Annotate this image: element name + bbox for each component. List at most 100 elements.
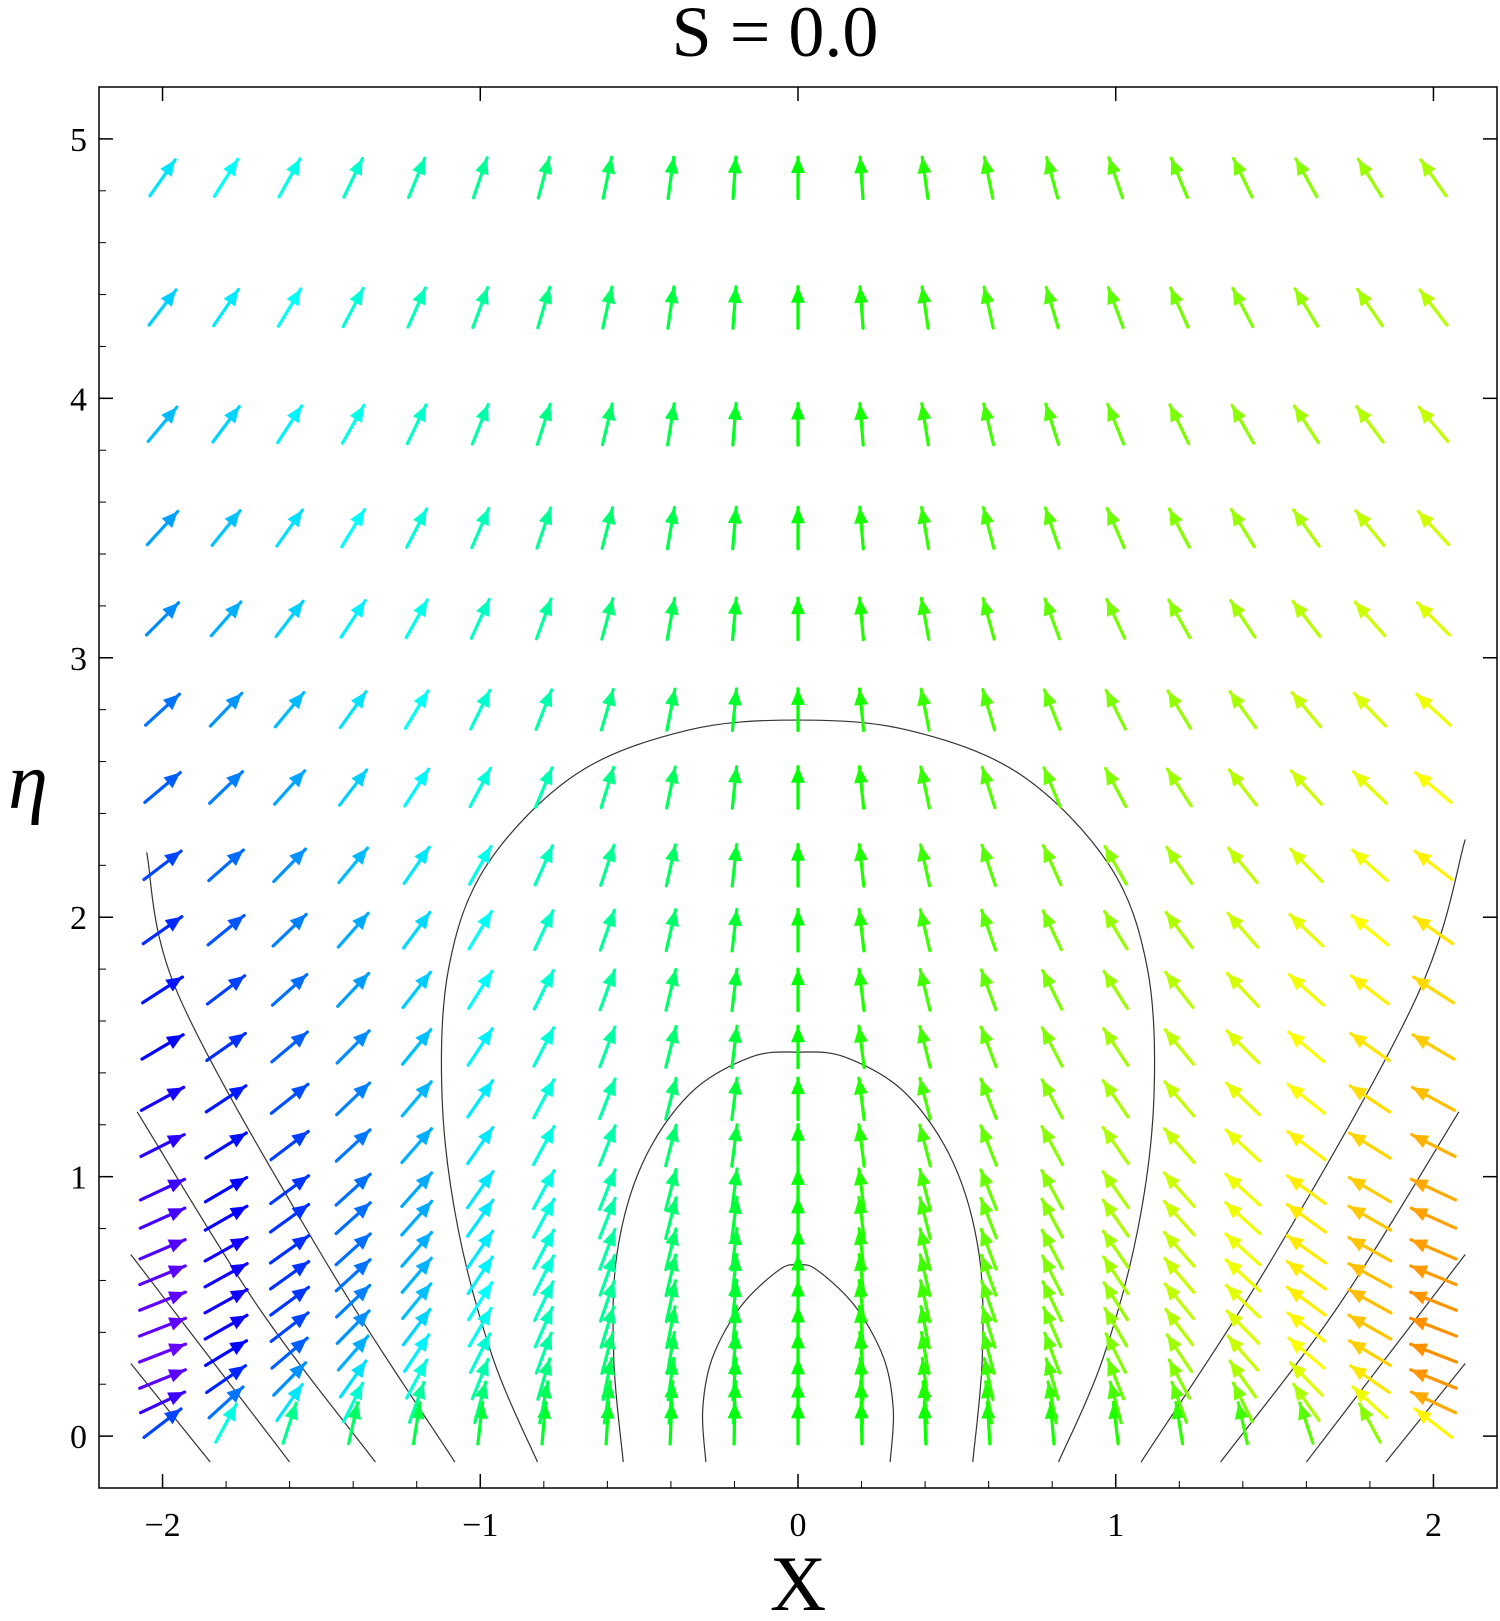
field-arrow (1044, 155, 1060, 200)
field-arrow (1167, 1358, 1191, 1400)
field-arrow (854, 596, 869, 642)
field-arrow (467, 909, 494, 951)
field-arrow (274, 599, 305, 639)
field-arrow (1355, 404, 1385, 444)
y-tick-label: 5 (70, 122, 87, 159)
field-arrow (791, 967, 805, 1013)
field-arrow (533, 909, 555, 952)
field-arrow (1230, 403, 1256, 445)
field-arrow (1102, 909, 1129, 951)
field-arrow (147, 288, 178, 327)
field-arrow (601, 155, 616, 200)
field-arrow (1411, 1033, 1456, 1061)
field-arrow (599, 1305, 616, 1349)
field-arrow (137, 1342, 188, 1364)
field-arrow (791, 505, 805, 551)
field-arrow (140, 1033, 185, 1061)
field-arrow (1042, 766, 1063, 809)
field-arrow (1227, 768, 1258, 807)
field-arrow (144, 601, 181, 637)
field-arrow (1224, 1283, 1261, 1319)
field-arrow (1224, 1172, 1262, 1207)
y-tick-label: 0 (70, 1419, 87, 1456)
field-arrow (598, 1279, 616, 1323)
field-arrow (1349, 974, 1391, 1006)
field-arrow (665, 765, 679, 810)
field-arrow (203, 1287, 249, 1315)
field-arrow (1350, 913, 1390, 947)
field-arrow (1040, 1228, 1064, 1270)
field-arrow (1419, 158, 1448, 198)
field-arrow (341, 286, 365, 329)
field-arrow (1409, 1177, 1458, 1202)
field-arrow (1286, 1082, 1327, 1115)
field-arrow (1169, 156, 1189, 200)
field-arrow (532, 1078, 556, 1120)
field-arrow (980, 155, 995, 200)
field-arrow (1349, 1031, 1391, 1063)
field-arrow (401, 970, 432, 1009)
field-arrow (1041, 909, 1063, 952)
field-arrow (1351, 1385, 1389, 1420)
field-arrow (203, 1262, 249, 1289)
field-arrow (1417, 405, 1450, 444)
field-arrow (214, 1402, 238, 1444)
field-arrow (1289, 769, 1324, 806)
field-arrow (1168, 403, 1191, 446)
field-arrow (138, 1206, 187, 1230)
field-arrow (1353, 600, 1387, 638)
field-arrow (400, 1127, 434, 1165)
field-arrow (208, 770, 245, 805)
field-arrow (400, 1171, 434, 1209)
field-arrow (1165, 845, 1194, 885)
field-arrow (728, 1167, 743, 1212)
field-arrow (1347, 1235, 1393, 1263)
field-arrow (1288, 1361, 1324, 1397)
field-arrow (1291, 599, 1322, 639)
field-arrow (1102, 1027, 1130, 1067)
vector-arrows (137, 155, 1459, 1446)
field-arrow (664, 1123, 679, 1168)
field-arrow (467, 1306, 493, 1348)
field-arrow (203, 1175, 249, 1204)
field-arrow (148, 158, 177, 198)
field-arrow (404, 598, 429, 640)
field-arrow (204, 1084, 248, 1114)
field-arrow (405, 507, 429, 549)
field-arrow (854, 401, 869, 447)
field-arrow (338, 768, 369, 807)
field-arrow (1042, 688, 1062, 732)
field-arrow (534, 597, 553, 641)
field-arrow (1167, 598, 1192, 640)
field-arrow (533, 766, 554, 809)
field-arrow (531, 1169, 556, 1211)
field-arrow (342, 156, 365, 199)
field-arrow (1101, 1079, 1130, 1119)
field-arrow (334, 1232, 372, 1267)
field-arrow (791, 687, 805, 733)
field-arrow (600, 597, 616, 641)
field-arrow (405, 403, 428, 446)
field-arrow (531, 1124, 556, 1167)
field-arrow (1416, 509, 1451, 547)
field-arrow (1163, 1028, 1195, 1066)
field-arrow (334, 1172, 372, 1207)
field-arrow (1290, 690, 1323, 729)
field-arrow (1413, 1407, 1454, 1439)
field-arrow (854, 843, 868, 888)
field-arrow (1164, 910, 1194, 950)
field-arrow (1226, 1334, 1260, 1372)
field-arrow (1041, 1280, 1063, 1323)
field-arrow (854, 285, 869, 330)
field-arrow (1224, 1258, 1262, 1293)
field-arrow (1170, 1380, 1189, 1424)
field-arrow (1347, 1175, 1393, 1204)
field-arrow (1162, 1199, 1196, 1237)
field-arrow (854, 505, 869, 551)
field-arrow (1285, 1174, 1327, 1206)
field-arrow (1225, 1309, 1261, 1345)
field-arrow (1286, 1129, 1327, 1162)
field-arrow (1164, 970, 1195, 1009)
field-arrow (535, 506, 553, 550)
field-arrow (1171, 1400, 1186, 1446)
